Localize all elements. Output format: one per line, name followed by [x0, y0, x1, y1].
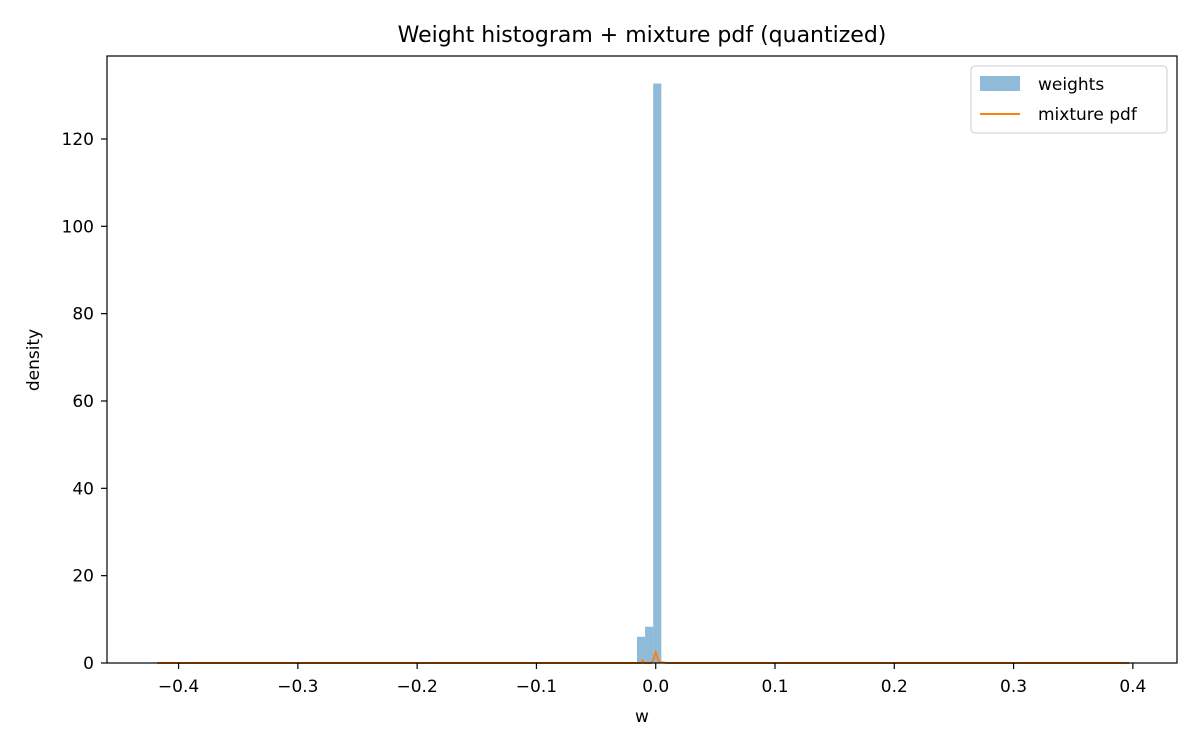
x-tick-label-1: −0.3 [277, 677, 318, 697]
plot-frame [106, 55, 1178, 664]
histogram-bar-2 [653, 83, 662, 663]
legend-weights-swatch [980, 76, 1020, 91]
legend-mixture-pdf-label: mixture pdf [1038, 105, 1138, 125]
histogram-bar-1 [645, 626, 654, 663]
legend-weights-label: weights [1038, 75, 1104, 95]
x-tick-label-4: 0.0 [642, 677, 669, 697]
y-axis-ticks: 0 20 40 60 80 100 120 [62, 130, 107, 674]
y-tick-label-5: 100 [62, 217, 94, 237]
x-tick-label-8: 0.4 [1119, 677, 1146, 697]
y-tick-label-4: 80 [72, 305, 94, 325]
y-axis-label: density [24, 329, 44, 391]
histogram-bars [636, 83, 662, 663]
y-tick-label-2: 40 [72, 479, 94, 499]
y-tick-label-1: 20 [72, 567, 94, 587]
y-tick-label-6: 120 [62, 130, 94, 150]
x-tick-label-2: −0.2 [397, 677, 438, 697]
y-tick-label-3: 60 [72, 392, 94, 412]
chart-title: Weight histogram + mixture pdf (quantize… [398, 23, 887, 48]
x-tick-label-7: 0.3 [1000, 677, 1027, 697]
x-tick-label-0: −0.4 [158, 677, 199, 697]
x-tick-label-3: −0.1 [516, 677, 557, 697]
x-axis-label: w [635, 707, 649, 727]
histogram-bar-0 [636, 636, 646, 663]
x-axis-ticks: −0.4 −0.3 −0.2 −0.1 0.0 0.1 0.2 0.3 0.4 [158, 663, 1146, 697]
legend: weights mixture pdf [970, 65, 1168, 134]
y-tick-label-0: 0 [83, 654, 94, 674]
x-tick-label-6: 0.2 [881, 677, 908, 697]
x-tick-label-5: 0.1 [761, 677, 788, 697]
plot-area [107, 56, 1177, 663]
